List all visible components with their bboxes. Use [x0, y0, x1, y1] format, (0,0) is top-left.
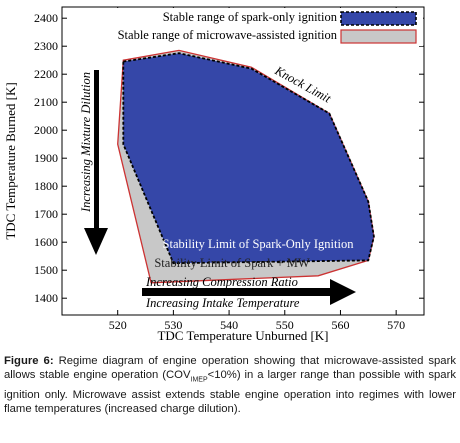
- y-tick-label: 1500: [34, 263, 58, 277]
- compression-ratio-label: Increasing Compression Ratio: [145, 275, 298, 289]
- x-tick-label: 540: [220, 318, 238, 332]
- legend-label-spark-only: Stable range of spark-only ignition: [163, 10, 338, 24]
- x-tick-label: 570: [387, 318, 405, 332]
- y-tick-label: 2300: [34, 39, 58, 53]
- y-tick-label: 1600: [34, 235, 58, 249]
- y-tick-label: 1700: [34, 207, 58, 221]
- compression-arrow-icon: [142, 279, 356, 305]
- spark-only-stability-label: Stability Limit of Spark-Only Ignition: [163, 237, 355, 251]
- spark-only-region: [122, 52, 375, 265]
- x-axis-title: TDC Temperature Unburned [K]: [157, 328, 328, 343]
- caption-subscript: IMEP: [190, 376, 208, 384]
- y-axis-title: TDC Temperature Burned [K]: [3, 82, 18, 239]
- legend-label-microwave: Stable range of microwave-assisted ignit…: [118, 28, 338, 42]
- spark-mw-stability-label: Stability Limit of Spark + MW: [154, 256, 310, 270]
- mixture-dilution-label: Increasing Mixture Dilution: [79, 72, 93, 213]
- y-tick-label: 2100: [34, 95, 58, 109]
- y-tick-label: 1900: [34, 151, 58, 165]
- plot-frame: [61, 6, 425, 316]
- dilution-arrow-icon: [84, 70, 108, 255]
- x-tick-label: 560: [331, 318, 349, 332]
- y-tick-label: 2000: [34, 123, 58, 137]
- x-tick-label: 530: [164, 318, 182, 332]
- x-tick-label: 550: [276, 318, 294, 332]
- intake-temperature-label: Increasing Intake Temperature: [145, 296, 300, 310]
- caption-text-1: Regime diagram of engine operation showi…: [4, 355, 456, 382]
- caption-text-2: <10%) in a larger range than possible wi…: [4, 369, 456, 416]
- regime-diagram-chart: 520 530 540 550 560 570 1400 1500 1600 1700 1800 19…: [3, 6, 425, 343]
- figure-caption: Figure 6: Regime diagram of engine opera…: [4, 354, 456, 417]
- legend-swatch-microwave: [340, 29, 417, 44]
- x-tick-label: 520: [109, 318, 127, 332]
- y-tick-label: 2400: [34, 11, 58, 25]
- y-tick-label: 2200: [34, 67, 58, 81]
- legend-swatch-spark-only: [340, 11, 417, 26]
- y-tick-label: 1400: [34, 291, 58, 305]
- y-tick-label: 1800: [34, 179, 58, 193]
- caption-label: Figure 6:: [4, 355, 54, 367]
